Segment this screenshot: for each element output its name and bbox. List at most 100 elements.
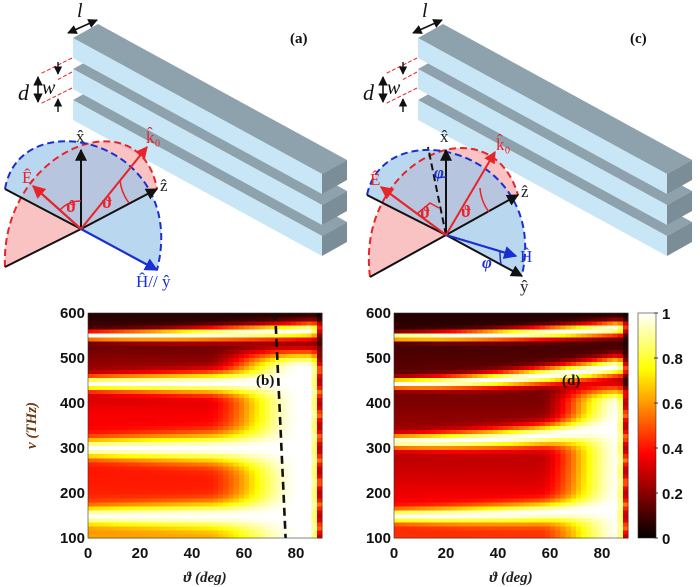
heatmap-cell <box>316 505 323 511</box>
heatmap-cell <box>212 441 219 447</box>
heatmap-cell <box>472 429 478 435</box>
heatmap-cell <box>456 425 463 431</box>
heatmap-cell <box>534 465 541 471</box>
heatmap-cell <box>596 325 603 330</box>
heatmap-cell <box>129 457 136 463</box>
heatmap-cell <box>472 353 478 358</box>
heatmap-cell <box>591 361 598 366</box>
heatmap-cell <box>114 433 120 439</box>
heatmap-cell <box>311 529 318 535</box>
heatmap-cell <box>306 441 313 447</box>
heatmap-cell <box>524 369 530 374</box>
heatmap-cell <box>140 377 146 382</box>
heatmap-cell <box>555 417 561 423</box>
heatmap-cell <box>228 481 235 487</box>
heatmap-cell <box>181 317 188 322</box>
heatmap-cell <box>539 405 546 411</box>
heatmap-cell <box>244 497 250 503</box>
heatmap-cell <box>218 497 224 503</box>
heatmap-cell <box>518 489 525 495</box>
heatmap-cell <box>306 533 313 539</box>
heatmap-cell <box>311 437 318 443</box>
heatmap-cell <box>108 313 115 318</box>
heatmap-cell <box>565 317 572 322</box>
heatmap-cell <box>212 417 219 423</box>
heatmap-cell <box>311 477 318 483</box>
heatmap-cell <box>181 369 188 374</box>
heatmap-cell <box>555 493 561 499</box>
heatmap-cell <box>155 509 162 515</box>
heatmap-cell <box>212 473 219 479</box>
heatmap-cell <box>181 529 188 535</box>
heatmap-cell <box>145 477 151 483</box>
heatmap-cell <box>534 497 541 503</box>
heatmap-cell <box>420 473 426 479</box>
heatmap-cell <box>254 521 261 527</box>
heatmap-cell <box>399 433 405 439</box>
heatmap-cell <box>576 493 582 499</box>
heatmap-cell <box>451 437 457 443</box>
heatmap-cell <box>296 329 302 334</box>
heatmap-cell <box>404 381 411 386</box>
heatmap-cell <box>264 353 271 358</box>
heatmap-cell <box>238 337 245 342</box>
heatmap-cell <box>414 353 421 358</box>
heatmap-cell <box>160 313 167 318</box>
heatmap-cell <box>550 345 556 350</box>
heatmap-cell <box>576 469 582 475</box>
heatmap-cell <box>513 493 520 499</box>
heatmap-cell <box>446 437 452 443</box>
heatmap-cell <box>316 373 323 378</box>
heatmap-cell <box>108 321 115 326</box>
heatmap-cell <box>420 357 426 362</box>
heatmap-cell <box>218 485 224 491</box>
heatmap-cell <box>461 317 468 322</box>
heatmap-cell <box>103 437 110 443</box>
heatmap-cell <box>576 385 582 390</box>
heatmap-cell <box>560 465 567 471</box>
heatmap-cell <box>461 357 468 362</box>
heatmap-cell <box>430 513 437 519</box>
heatmap-cell <box>503 509 509 515</box>
heatmap-cell <box>114 381 120 386</box>
heatmap-cell <box>607 365 613 370</box>
heatmap-cell <box>186 525 193 531</box>
heatmap-cell <box>409 461 416 467</box>
heatmap-cell <box>259 329 266 334</box>
heatmap-cell <box>570 381 577 386</box>
heatmap-cell <box>275 525 281 531</box>
heatmap-cell <box>197 341 203 346</box>
heatmap-cell <box>181 417 188 423</box>
heatmap-cell <box>456 437 463 443</box>
heatmap-cell <box>306 445 313 451</box>
x-tick-label: 80 <box>288 545 305 562</box>
heatmap-cell <box>98 529 105 535</box>
heatmap-cell <box>586 357 593 362</box>
heatmap-cell <box>570 413 577 419</box>
heatmap-cell <box>285 441 292 447</box>
heatmap-cell <box>576 349 582 354</box>
heatmap-cell <box>171 513 177 519</box>
heatmap-cell <box>498 461 504 467</box>
heatmap-cell <box>602 461 608 467</box>
heatmap-cell <box>430 353 437 358</box>
heatmap-cell <box>301 397 307 402</box>
heatmap-cell <box>487 357 494 362</box>
heatmap-cell <box>129 401 136 407</box>
heatmap-cell <box>555 377 561 382</box>
heatmap-cell <box>399 397 405 402</box>
heatmap-cell <box>602 501 608 507</box>
heatmap-cell <box>301 521 307 527</box>
heatmap-cell <box>518 437 525 443</box>
heatmap-cell <box>129 485 136 491</box>
heatmap-cell <box>586 337 593 342</box>
heatmap-cell <box>498 473 504 479</box>
heatmap-cell <box>461 361 468 366</box>
heatmap-cell <box>134 509 141 515</box>
heatmap-cell <box>285 525 292 531</box>
heatmap-cell <box>487 329 494 334</box>
heatmap-cell <box>166 489 172 495</box>
heatmap-cell <box>461 449 468 455</box>
heatmap-cell <box>150 469 157 475</box>
heatmap-cell <box>88 485 94 491</box>
